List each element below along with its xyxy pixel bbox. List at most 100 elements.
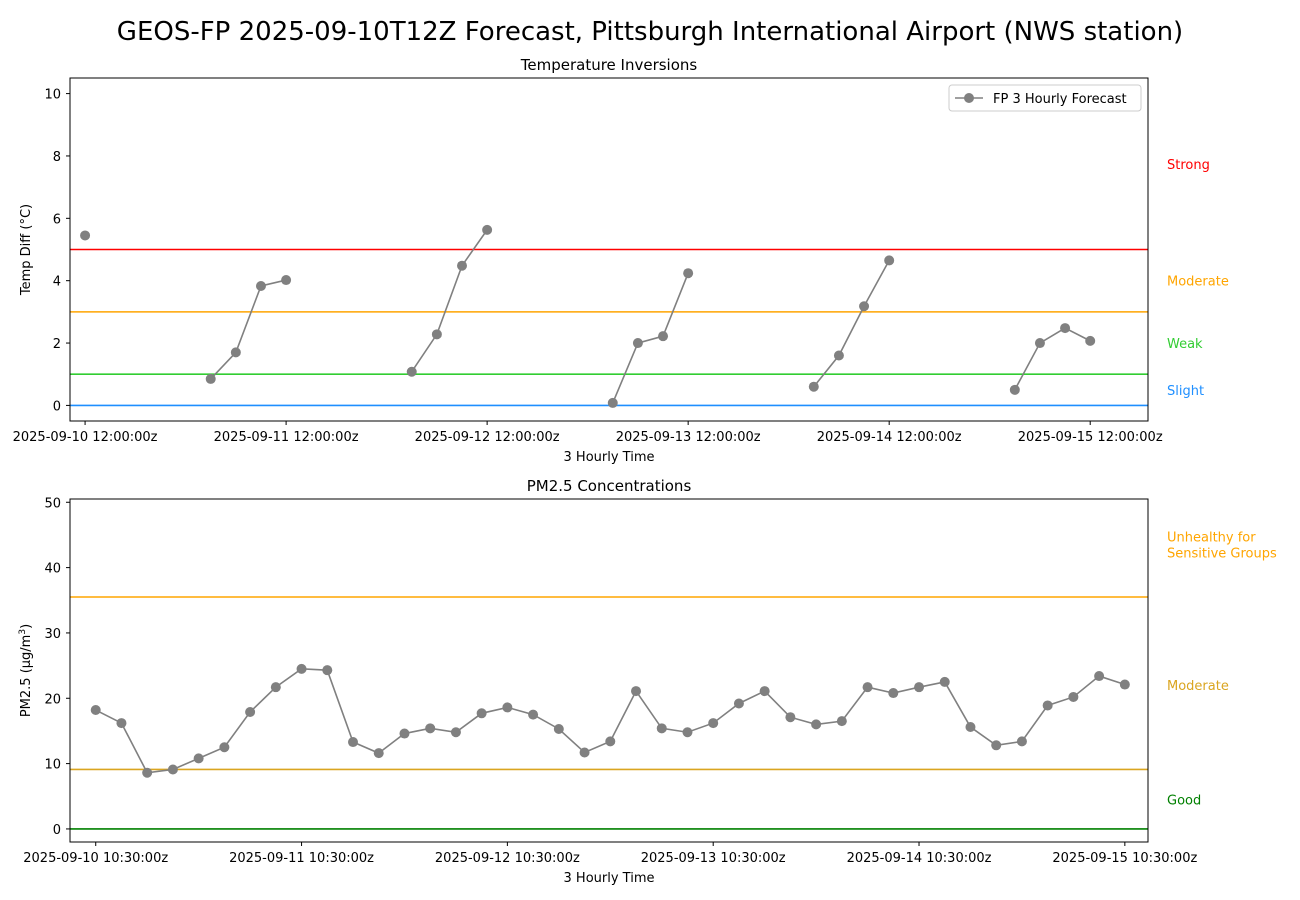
series-line: [612, 272, 689, 404]
data-point: [605, 736, 616, 747]
x-tick-label: 2025-09-14 12:00:00z: [817, 430, 962, 445]
chart-title: Temperature Inversions: [520, 56, 698, 74]
data-point: [296, 663, 307, 674]
data-point: [914, 682, 925, 693]
pm25-concentrations-chart: PM2.5 Concentrations Good Moderate Unhealth…: [18, 477, 1277, 886]
legend-label: FP 3 Hourly Forecast: [993, 92, 1127, 107]
threshold-label: Unhealthy for Sensitive Groups: [1167, 531, 1277, 562]
data-point: [811, 719, 822, 730]
data-point: [708, 718, 719, 729]
data-point: [991, 740, 1002, 751]
x-tick-label: 2025-09-12 12:00:00z: [415, 430, 560, 445]
y-axis-label: PM2.5 (μg/m3): [18, 624, 34, 717]
data-point: [348, 737, 359, 748]
y-tick-label: 8: [53, 150, 61, 165]
data-point: [658, 331, 669, 342]
data-point: [90, 705, 101, 716]
data-point: [785, 712, 796, 723]
y-tick-label: 10: [44, 758, 61, 773]
data-point: [142, 767, 153, 778]
x-tick-label: 2025-09-13 12:00:00z: [616, 430, 761, 445]
plot-frame: [69, 77, 1149, 422]
data-point: [808, 381, 819, 392]
threshold-label: Strong: [1167, 158, 1210, 173]
y-tick-label: 10: [44, 88, 61, 103]
data-point: [553, 723, 564, 734]
data-point: [632, 338, 643, 349]
data-point: [373, 748, 384, 759]
figure-title: GEOS-FP 2025-09-10T12Z Forecast, Pittsbu…: [117, 17, 1183, 47]
data-point: [1068, 691, 1079, 702]
data-point: [528, 709, 539, 720]
data-point: [656, 723, 667, 734]
y-tick-label: 4: [53, 275, 61, 290]
data-point: [1119, 679, 1130, 690]
data-point: [457, 260, 467, 271]
data-point: [1094, 671, 1105, 682]
data-point: [631, 686, 642, 697]
temperature-inversions-chart: Temperature Inversions Slight Weak Moderate…: [13, 56, 1229, 465]
data-point: [965, 722, 976, 733]
data-point: [205, 373, 216, 384]
data-point: [1085, 335, 1096, 346]
data-point: [399, 728, 410, 739]
series-line: [813, 260, 890, 388]
data-point: [859, 301, 870, 312]
series-line: [411, 229, 488, 373]
data-point: [884, 255, 895, 266]
data-point: [482, 224, 493, 235]
x-axis-label: 3 Hourly Time: [564, 871, 655, 886]
data-point: [607, 397, 618, 408]
y-tick-label: 6: [53, 212, 61, 227]
data-point: [1016, 736, 1027, 747]
data-point: [939, 676, 950, 687]
x-axis-label: 3 Hourly Time: [564, 450, 655, 465]
data-point: [888, 688, 899, 699]
y-tick-label: 20: [44, 692, 61, 707]
data-point: [833, 350, 844, 361]
data-point: [167, 764, 178, 775]
y-tick-label: 40: [44, 562, 61, 577]
legend: FP 3 Hourly Forecast: [948, 84, 1142, 112]
y-axis-label: Temp Diff (°C): [19, 204, 34, 296]
x-tick-label: 2025-09-10 10:30:00z: [23, 851, 168, 866]
threshold-label: Slight: [1167, 384, 1204, 399]
data-point: [862, 682, 873, 693]
data-point: [502, 702, 513, 713]
data-point: [245, 706, 256, 717]
threshold-label: Moderate: [1167, 275, 1229, 290]
data-point: [1009, 384, 1020, 395]
x-tick-label: 2025-09-10 12:00:00z: [13, 430, 158, 445]
data-point: [406, 366, 417, 377]
x-tick-label: 2025-09-11 12:00:00z: [214, 430, 359, 445]
x-tick-label: 2025-09-14 10:30:00z: [847, 851, 992, 866]
legend-box: [948, 84, 1142, 112]
x-tick-label: 2025-09-12 10:30:00z: [435, 851, 580, 866]
data-point: [322, 665, 333, 676]
legend-marker: [964, 93, 974, 103]
data-point: [683, 268, 694, 279]
data-point: [193, 753, 204, 764]
x-tick-label: 2025-09-13 10:30:00z: [641, 851, 786, 866]
data-point: [836, 716, 847, 727]
data-point: [425, 723, 436, 734]
data-point: [219, 742, 230, 753]
chart-title: PM2.5 Concentrations: [527, 477, 692, 495]
threshold-label: Weak: [1167, 337, 1203, 352]
data-point: [270, 682, 281, 693]
data-point: [116, 718, 127, 729]
data-point: [80, 230, 91, 241]
threshold-label: Good: [1167, 794, 1201, 809]
data-point: [431, 329, 442, 340]
data-point: [450, 727, 461, 738]
data-point: [476, 708, 487, 719]
plot-frame: [69, 498, 1149, 843]
data-point: [579, 747, 590, 758]
threshold-label: Moderate: [1167, 679, 1229, 694]
x-tick-label: 2025-09-15 10:30:00z: [1052, 851, 1197, 866]
data-point: [1034, 338, 1045, 349]
data-point: [733, 698, 744, 709]
data-point: [759, 686, 770, 697]
y-tick-label: 2: [53, 337, 61, 352]
data-point: [281, 275, 292, 286]
